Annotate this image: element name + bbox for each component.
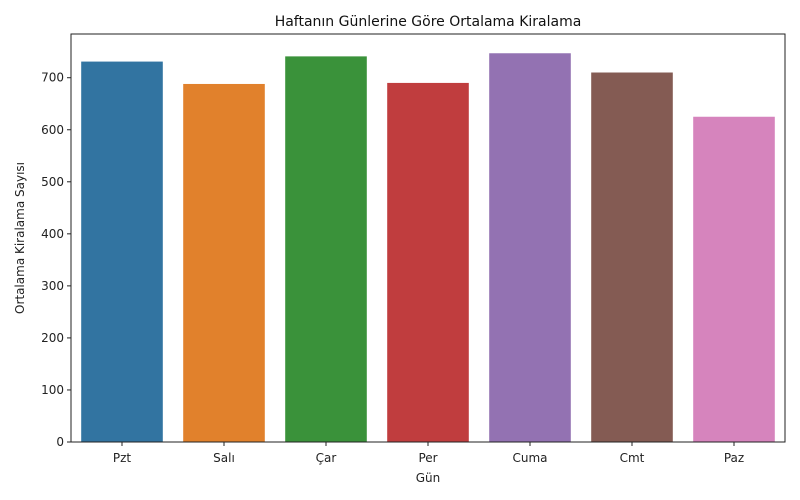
x-tick-label-5: Cmt	[620, 451, 645, 465]
bar-5	[591, 72, 673, 443]
bar-0	[81, 61, 163, 442]
bars-group	[81, 53, 775, 443]
x-tick-label-2: Çar	[316, 451, 337, 465]
bar-1	[183, 83, 265, 443]
chart-title: Haftanın Günlerine Göre Ortalama Kiralam…	[275, 14, 582, 30]
y-axis-label: Ortalama Kiralama Sayısı	[13, 162, 27, 314]
y-axis: 0 100 200 300 400 500 600 700	[41, 71, 71, 449]
y-tick-label-6: 600	[41, 123, 64, 137]
y-tick-label-2: 200	[41, 331, 64, 345]
bar-4	[489, 53, 571, 443]
x-axis-label: Gün	[416, 471, 441, 485]
x-tick-label-4: Cuma	[512, 451, 547, 465]
bar-6	[693, 116, 775, 442]
plot-frame	[70, 33, 786, 443]
x-tick-label-1: Salı	[213, 451, 235, 465]
y-tick-label-1: 100	[41, 383, 64, 397]
y-tick-label-4: 400	[41, 227, 64, 241]
bar-3	[387, 82, 469, 442]
x-tick-label-6: Paz	[724, 451, 744, 465]
x-axis: Pzt Salı Çar Per Cuma Cmt Paz	[113, 442, 744, 465]
x-tick-label-3: Per	[418, 451, 437, 465]
bar-2	[285, 56, 367, 442]
y-tick-label-3: 300	[41, 279, 64, 293]
y-tick-label-7: 700	[41, 71, 64, 85]
y-tick-label-5: 500	[41, 175, 64, 189]
y-tick-label-0: 0	[56, 435, 64, 449]
x-tick-label-0: Pzt	[113, 451, 132, 465]
